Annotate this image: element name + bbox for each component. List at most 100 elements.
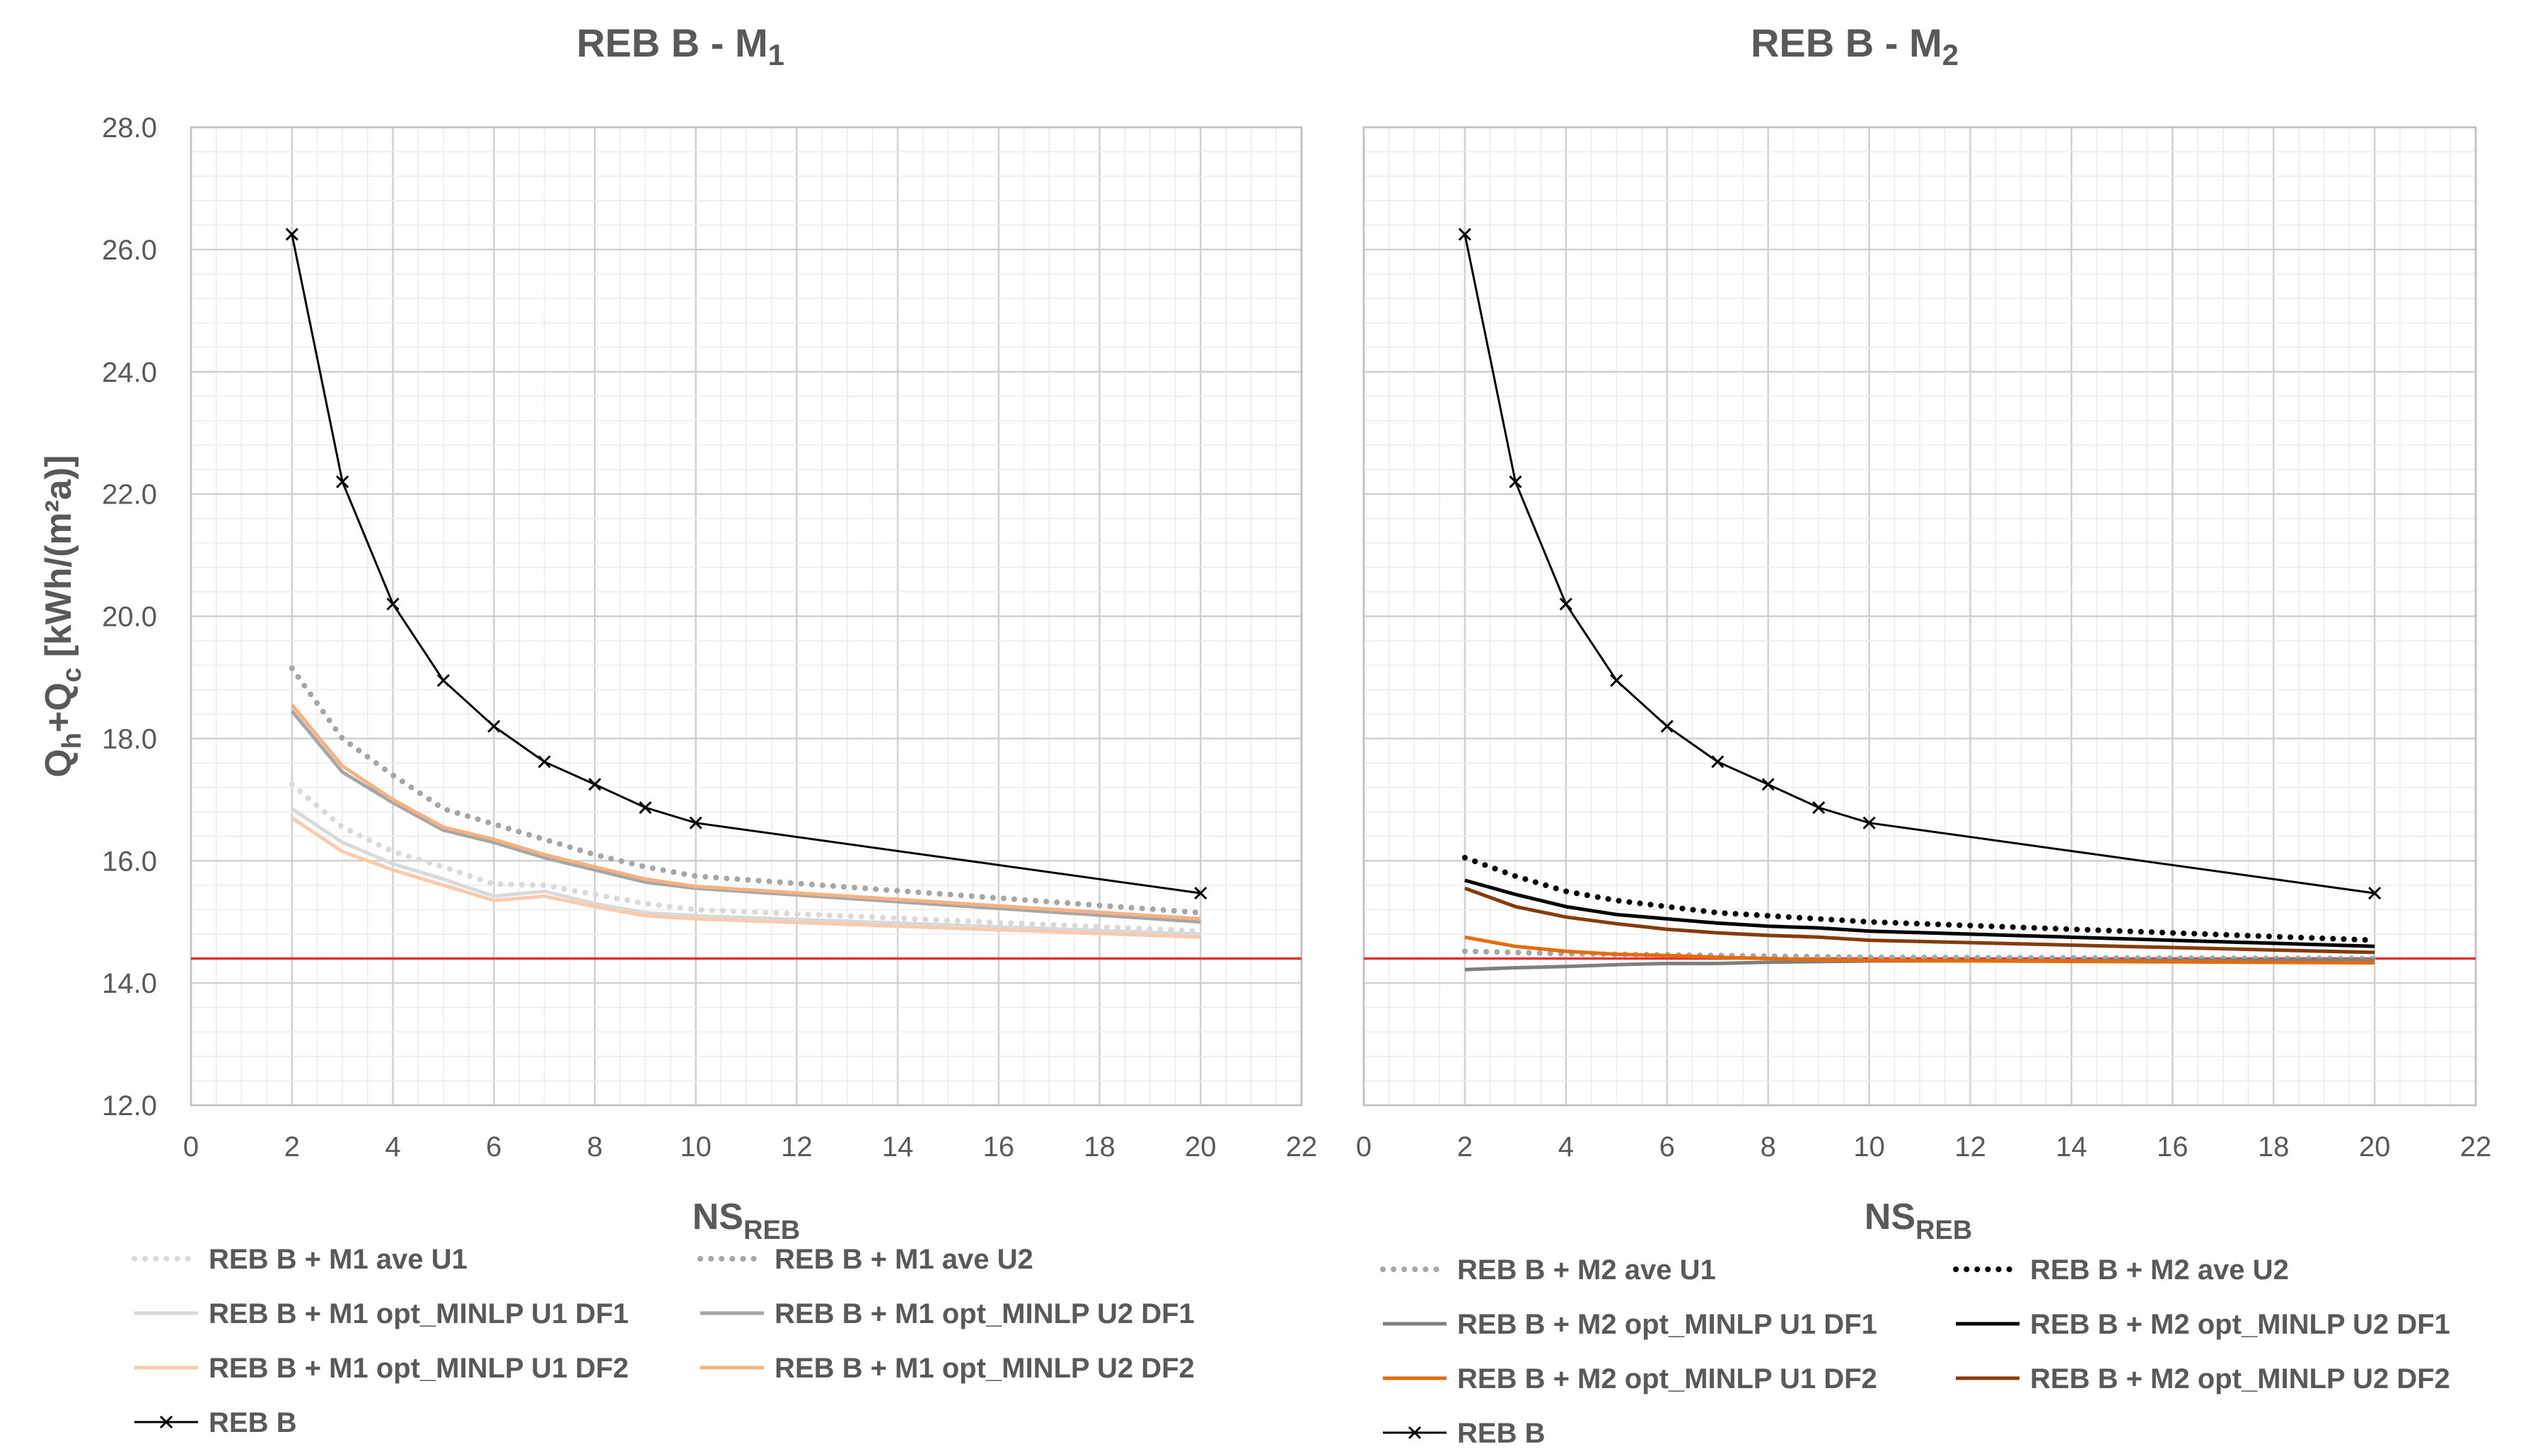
x-tick-label: 22 (1286, 1131, 1318, 1163)
data-point-marker (1559, 598, 1572, 611)
data-point-marker (2368, 887, 2382, 900)
series-line (1461, 948, 2378, 962)
marker-stroke (1559, 598, 1572, 611)
series-line (290, 709, 1201, 924)
x-tick-label: 16 (2157, 1131, 2189, 1163)
marker-stroke (1458, 228, 1471, 241)
legend-item: REB B + M2 ave U1 (1380, 1254, 1716, 1286)
legend: REB B + M1 ave U1 REB B + M1 ave U2 REB B … (132, 1244, 1195, 1438)
legend-item: REB B + M2 opt_MINLP U2 DF2 (1956, 1363, 2450, 1394)
x-tick-label: 22 (2460, 1131, 2492, 1163)
y-tick-label: 18.0 (102, 723, 157, 755)
legend-label: REB B + M1 opt_MINLP U1 DF2 (209, 1353, 629, 1384)
series-line (1464, 886, 2375, 955)
series-line (291, 816, 1201, 939)
marker-stroke (1194, 887, 1207, 900)
series-line (1461, 854, 2378, 943)
series-line (289, 665, 1204, 916)
data-point-marker (538, 755, 551, 769)
x-axis-title: NSREB (692, 1196, 800, 1245)
series-line (291, 234, 1201, 895)
marker-stroke (1610, 674, 1623, 687)
data-point-marker (1711, 755, 1725, 769)
x-tick-label: 8 (587, 1131, 603, 1163)
chart-title: REB B - M1 (576, 21, 784, 71)
x-tick-label: 20 (2359, 1131, 2391, 1163)
y-tick-label: 28.0 (102, 112, 157, 144)
y-tick-label: 14.0 (102, 968, 157, 999)
marker-stroke (487, 720, 501, 733)
x-tick-label: 20 (1185, 1131, 1217, 1163)
legend-label: REB B + M2 opt_MINLP U2 DF2 (2030, 1363, 2450, 1394)
data-point-marker (1509, 475, 1522, 489)
legend-label: REB B + M2 opt_MINLP U2 DF1 (2030, 1309, 2450, 1340)
data-point-marker (689, 816, 702, 829)
legend-label: REB B + M2 opt_MINLP U1 DF1 (1457, 1309, 1877, 1340)
legend-item: REB B + M1 opt_MINLP U2 DF2 (700, 1353, 1195, 1384)
series-reb-b (285, 228, 1207, 900)
x-tick-label: 14 (882, 1131, 914, 1163)
data-point-marker (1660, 720, 1674, 733)
series-line (289, 781, 1204, 934)
series-reb-b-m2-ave-u1 (1461, 948, 2378, 962)
x-tick-label: 2 (284, 1131, 300, 1163)
series-reb-b-m2-opt-minlp-u2-df2 (1464, 886, 2375, 955)
data-point-marker (1194, 887, 1207, 900)
marker-stroke (1509, 475, 1522, 489)
legend-item: REB B + M2 ave U2 (1953, 1254, 2289, 1286)
x-tick-label: 12 (781, 1131, 813, 1163)
data-point-marker (1458, 228, 1471, 241)
marker-stroke (588, 778, 601, 791)
legend-item: REB B + M1 opt_MINLP U2 DF1 (700, 1298, 1195, 1329)
legend-item: REB B + M2 opt_MINLP U1 DF2 (1383, 1363, 1877, 1394)
data-point-marker (639, 800, 652, 815)
legend-label: REB B + M1 opt_MINLP U2 DF1 (775, 1298, 1195, 1329)
legend-marker (159, 1415, 173, 1429)
y-axis-title-q: Q (38, 749, 79, 777)
series-reb-b-m1-opt-minlp-u1-df2 (291, 816, 1201, 939)
data-point-marker (588, 778, 601, 791)
x-tick-label: 6 (486, 1131, 502, 1163)
x-tick-label: 6 (1659, 1131, 1675, 1163)
data-point-marker (1761, 778, 1775, 791)
legend-label: REB B + M1 ave U2 (775, 1244, 1033, 1275)
marker-stroke (1711, 755, 1725, 769)
legend-label: REB B (1457, 1418, 1545, 1449)
legend-label: REB B + M1 opt_MINLP U2 DF2 (775, 1353, 1195, 1384)
legend-label: REB B + M2 ave U2 (2030, 1254, 2289, 1286)
series-line (1464, 935, 2375, 965)
x-tick-label: 4 (1558, 1131, 1574, 1163)
series-reb-b-m2-opt-minlp-u2-df1 (1464, 878, 2375, 948)
data-point-marker (1862, 816, 1876, 829)
legend-label: REB B + M1 ave U1 (209, 1244, 468, 1275)
x-axis-title-main: NS (1865, 1196, 1916, 1237)
chart-title-main: REB B - M (576, 21, 768, 65)
marker-stroke (689, 816, 702, 829)
data-point-marker (1812, 800, 1826, 815)
x-tick-label: 0 (1356, 1131, 1372, 1163)
series-line (1464, 878, 2375, 948)
legend-item: REB B + M1 ave U2 (697, 1244, 1033, 1275)
x-axis-title-main: NS (692, 1196, 743, 1237)
y-tick-label: 26.0 (102, 235, 157, 266)
x-tick-label: 10 (1853, 1131, 1885, 1163)
y-tick-label: 22.0 (102, 479, 157, 511)
x-tick-label: 18 (2258, 1131, 2290, 1163)
series-reb-b-m2-ave-u2 (1461, 854, 2378, 943)
x-tick-label: 12 (1954, 1131, 1986, 1163)
legend-item: REB B + M2 opt_MINLP U2 DF1 (1956, 1309, 2450, 1340)
marker-stroke (1761, 778, 1775, 791)
marker-stroke (336, 475, 349, 489)
legend-item: REB B + M1 opt_MINLP U1 DF1 (134, 1298, 629, 1329)
data-point-marker (487, 720, 501, 733)
plot-area (190, 126, 1303, 1107)
y-tick-label: 20.0 (102, 602, 157, 633)
legend-item: REB B + M2 opt_MINLP U1 DF1 (1383, 1309, 1877, 1340)
series-reb-b-m1-opt-minlp-u2-df2 (290, 704, 1201, 921)
series-line (1464, 233, 2375, 895)
legend-item: REB B + M1 ave U1 (132, 1244, 468, 1275)
data-point-marker (285, 228, 299, 241)
chart-title-subscript: 2 (1942, 38, 1959, 71)
series-reb-b-m2-opt-minlp-u1-df2 (1464, 935, 2375, 965)
